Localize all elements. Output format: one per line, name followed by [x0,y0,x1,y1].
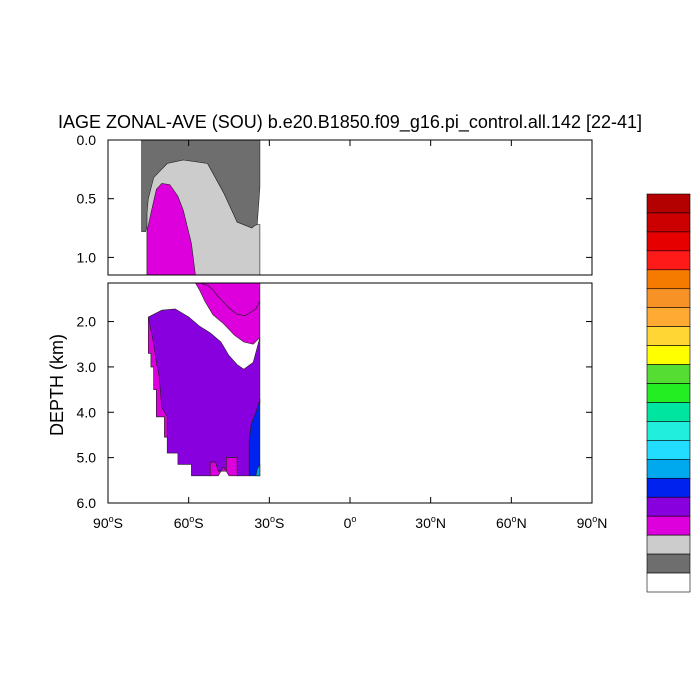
colorbar-swatch [646,193,691,214]
colorbar-swatch [646,307,691,327]
colorbar-swatch [646,250,691,271]
colorbar-swatch [646,421,691,441]
colorbar-swatch [646,572,691,593]
x-tick-label: 60oS [174,514,204,531]
colorbar [646,193,691,593]
colorbar-swatch [646,553,691,574]
colorbar-swatch [646,477,691,498]
x-tick-label: 30oN [415,514,446,531]
colorbar-swatch [646,496,691,517]
colorbar-swatch [646,231,691,252]
x-tick-label: 0o [344,514,357,531]
colorbar-swatch [646,364,691,384]
colorbar-swatch [646,212,691,233]
upper-y-tick-label: 0.5 [77,191,97,207]
upper-y-tick-label: 1.0 [77,249,97,265]
upper-y-tick-label: 0.0 [77,132,97,148]
x-tick-label: 90oS [93,514,123,531]
colorbar-swatch [646,515,691,536]
upper-panel: 0.0 0.5 1.0 [77,132,593,276]
lower-y-tick-label: 5.0 [77,450,97,466]
colorbar-swatch [646,326,691,346]
colorbar-swatch [646,345,691,365]
colorbar-swatch [646,288,691,309]
colorbar-swatch [646,440,691,460]
lower-y-tick-label: 2.0 [77,314,97,330]
lower-panel: 2.0 3.0 4.0 5.0 6.0 [77,282,593,511]
colorbar-swatch [646,269,691,290]
colorbar-swatch [646,402,691,422]
contour-fill-magenta-lower-body [147,282,261,345]
chart-title: IAGE ZONAL-AVE (SOU) b.e20.B1850.f09_g16… [58,112,642,133]
lower-y-tick-label: 6.0 [77,495,97,511]
lower-y-tick-label: 4.0 [77,404,97,420]
colorbar-swatch [646,459,691,479]
lower-y-tick-label: 3.0 [77,359,97,375]
colorbar-swatch [646,534,691,555]
x-tick-label: 30oS [254,514,284,531]
x-tick-label: 60oN [496,514,527,531]
contour-fill-magenta-upper [146,183,196,276]
x-axis: 90oS 60oS 30oS 0o 30oN 60oN 90oN [93,497,607,531]
colorbar-swatch [646,383,691,403]
contour-fill-cyan-corner [255,463,261,477]
x-tick-label: 90oN [577,514,608,531]
y-axis-title: DEPTH (km) [47,334,67,436]
contour-fill-magenta-pocket-left [148,316,168,438]
contour-fill-magenta-pocket-bottom [209,457,238,477]
